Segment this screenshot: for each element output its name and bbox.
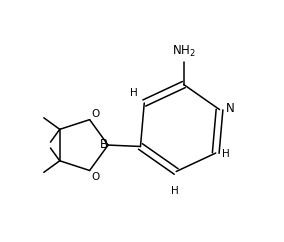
Text: N: N <box>226 102 235 115</box>
Text: H: H <box>171 186 179 196</box>
Text: H: H <box>222 150 230 159</box>
Text: H: H <box>130 88 138 98</box>
Text: NH$_2$: NH$_2$ <box>172 44 196 59</box>
Text: O: O <box>92 108 100 119</box>
Text: B: B <box>100 138 108 151</box>
Text: O: O <box>92 172 100 182</box>
